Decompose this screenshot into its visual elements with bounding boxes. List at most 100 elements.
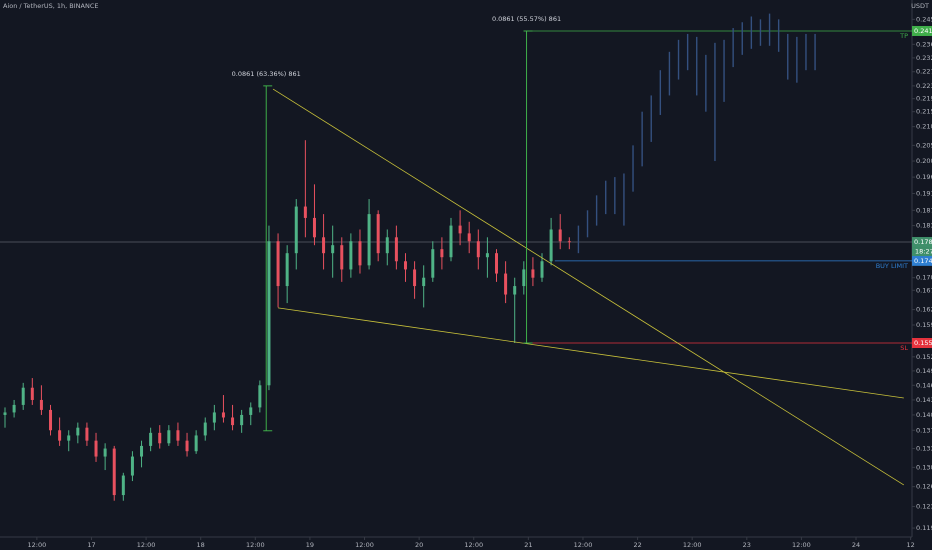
candle-body [258,385,262,408]
y-tick-label: 0.2005 [916,157,932,165]
candle-body [367,214,371,266]
x-tick-label: 20 [415,541,423,549]
y-tick-label: 0.2275 [916,68,932,76]
candle-body [349,241,353,270]
candle-body [312,217,316,238]
candle-body [431,249,435,278]
chart-title: Aion / TetherUS, 1h, BINANCE [3,2,98,10]
candle-body [12,404,16,413]
y-tick-label: 0.2050 [916,141,932,149]
y-tick-label: 0.1300 [916,463,932,471]
price-tag-label: 0.2410 [914,27,932,35]
candle-body [285,253,289,287]
y-tick-label: 0.1430 [916,396,932,404]
candle-body [121,475,125,496]
y-tick-label: 0.1193 [916,524,932,532]
x-tick-label: 12:00 [246,541,265,549]
candle-body [458,225,462,234]
candle-body [322,237,326,254]
candle-body [203,422,207,436]
price-tag [912,255,932,266]
candle-body [140,445,144,457]
x-tick-label: 12:00 [27,541,46,549]
y-tick-label: 0.1490 [916,367,932,375]
y-tick-label: 0.2150 [916,108,932,116]
candle-body [558,229,562,242]
price-tag-label: 0.1788 [914,238,932,246]
candle-body [3,412,7,415]
candle-body [549,229,553,262]
y-tick-label: 0.1870 [916,206,932,214]
measure-label: 0.0861 (63.36%) 861 [232,70,301,78]
candle-body [49,409,53,431]
x-tick-label: 24 [852,541,860,549]
candle-body [167,430,171,444]
level-name: BUY LIMIT [876,262,908,270]
candle-body [385,237,389,254]
x-tick-label: 12 [906,541,914,549]
candle-body [394,237,398,262]
candle-body [449,225,453,258]
candle-body [103,448,107,457]
y-tick-label: 0.2320 [916,54,932,62]
candle-body [540,261,544,278]
price-tag [912,237,932,248]
candle-body [522,269,526,287]
y-tick-label: 0.1915 [916,190,932,198]
x-tick-label: 21 [524,541,532,549]
y-tick-label: 0.1520 [916,353,932,361]
candle-body [76,427,80,436]
candle-body [331,245,335,254]
candle-body [403,261,407,270]
y-tick-label: 0.1335 [916,445,932,453]
candle-body [495,253,499,274]
countdown-tag [912,247,932,257]
price-tag [912,337,932,348]
candle-body [21,387,25,405]
y-tick-label: 0.1370 [916,426,932,434]
x-tick-label: 23 [743,541,751,549]
y-tick-label: 0.2105 [916,123,932,131]
price-tag [912,25,932,36]
candle-body [112,448,116,496]
x-tick-label: 22 [633,541,641,549]
candle-body [158,432,162,444]
candle-body [185,440,189,452]
x-tick-label: 12:00 [464,541,483,549]
y-tick-label: 0.1960 [916,173,932,181]
y-tick-label: 0.1400 [916,411,932,419]
candle-body [467,233,471,242]
candle-body [531,269,535,278]
candle-body [85,427,89,441]
y-tick-label: 0.2450 [916,15,932,23]
candle-body [294,206,298,254]
x-tick-label: 12:00 [355,541,374,549]
y-tick-label: 0.1590 [916,321,932,329]
y-tick-label: 0.1460 [916,381,932,389]
candle-body [212,412,216,423]
candle-body [249,407,253,415]
candle-body [567,241,571,243]
y-tick-label: 0.1670 [916,286,932,294]
candle-body [485,253,489,258]
x-tick-label: 12:00 [792,541,811,549]
candle-body [276,241,280,287]
x-tick-label: 12:00 [683,541,702,549]
level-name: TP [899,32,908,40]
x-tick-label: 17 [87,541,95,549]
candle-body [440,249,444,258]
y-tick-label: 0.2230 [916,82,932,90]
candle-body [504,273,508,295]
candle-body [340,245,344,270]
x-tick-label: 18 [197,541,205,549]
y-tick-label: 0.2190 [916,95,932,103]
candle-body [58,430,62,441]
candle-body [413,269,417,287]
candle-body [94,440,98,457]
candle-body [67,435,71,441]
candle-body [221,412,225,418]
y-tick-label: 0.1625 [916,306,932,314]
countdown-label: 18:27 [915,248,932,256]
